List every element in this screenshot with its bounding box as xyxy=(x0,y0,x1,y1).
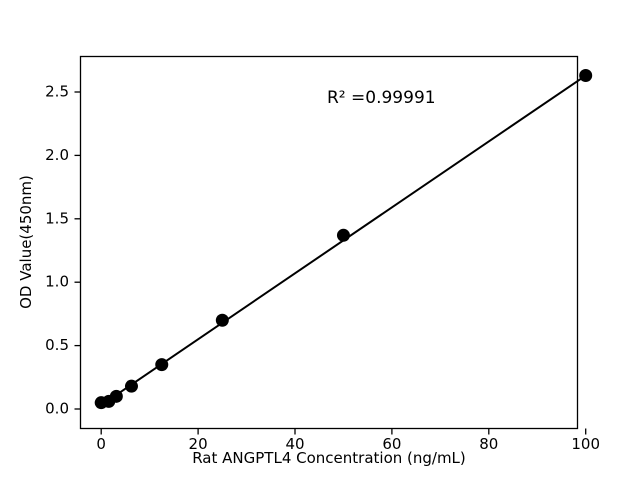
plot-frame xyxy=(79,55,579,430)
x-tick-label: 100 xyxy=(571,435,600,453)
data-point xyxy=(579,69,593,83)
x-tick-label: 0 xyxy=(96,435,106,453)
y-tick-label: 1.0 xyxy=(45,273,69,291)
y-axis-tick-labels: 0.0 0.5 1.0 1.5 2.0 2.5 xyxy=(45,83,69,418)
data-point xyxy=(336,228,350,242)
y-axis-ticks xyxy=(74,91,81,410)
x-axis-ticks xyxy=(100,428,587,435)
data-point-markers xyxy=(94,69,593,410)
y-tick-label: 2.0 xyxy=(45,146,69,164)
data-point xyxy=(124,379,138,393)
y-tick-label: 0.0 xyxy=(45,400,69,418)
x-axis-label: Rat ANGPTL4 Concentration (ng/mL) xyxy=(192,449,466,467)
y-tick-label: 0.5 xyxy=(45,336,69,354)
data-point xyxy=(109,389,123,403)
data-point xyxy=(215,313,229,327)
data-point xyxy=(155,358,169,372)
y-tick-label: 2.5 xyxy=(45,83,69,101)
r-squared-annotation: R² =0.99991 xyxy=(327,88,436,108)
y-axis-label: OD Value(450nm) xyxy=(17,175,35,309)
x-tick-label: 20 xyxy=(189,435,208,453)
x-axis-tick-labels: 0 20 40 60 80 100 xyxy=(96,435,600,453)
y-tick-label: 1.5 xyxy=(45,209,69,227)
x-tick-label: 60 xyxy=(382,435,401,453)
x-tick-label: 80 xyxy=(479,435,498,453)
x-tick-label: 40 xyxy=(285,435,304,453)
